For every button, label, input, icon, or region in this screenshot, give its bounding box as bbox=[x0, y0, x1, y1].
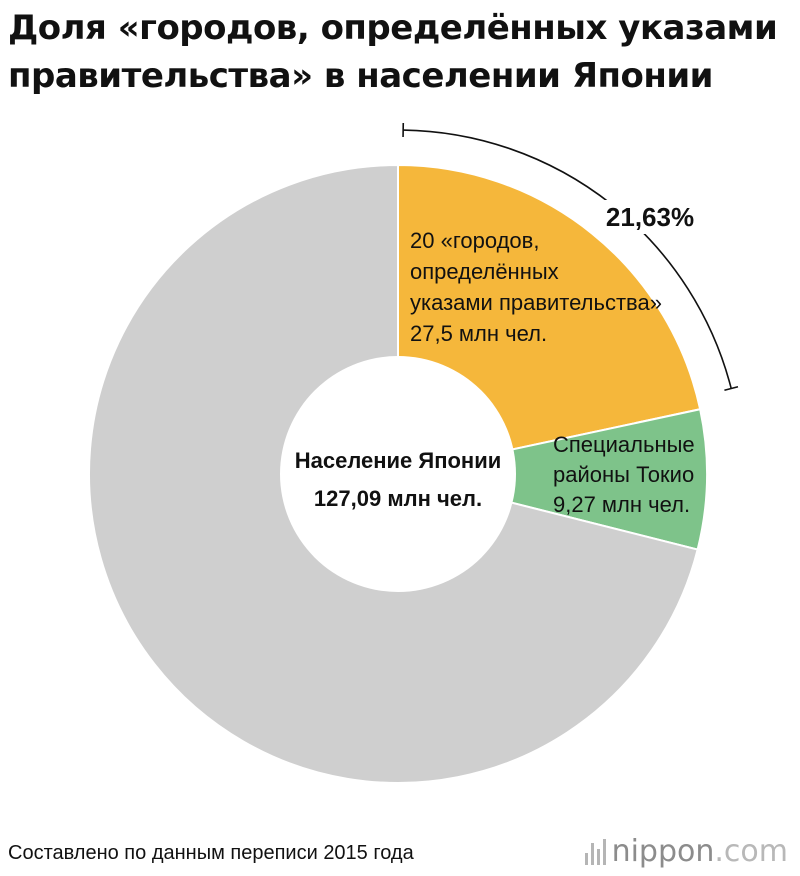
slice-label-0-line-3: 27,5 млн чел. bbox=[410, 321, 547, 346]
donut-hole bbox=[280, 356, 516, 592]
logo-text: nippon bbox=[611, 834, 715, 869]
slice-label-1-line-0: Специальные bbox=[553, 432, 695, 457]
chart-title: Доля «городов, определённых указами прав… bbox=[8, 4, 788, 100]
annotation-label-bg bbox=[596, 200, 704, 234]
center-label-value: 127,09 млн чел. bbox=[314, 486, 482, 511]
annotation-tick-1 bbox=[724, 385, 739, 391]
slice-label-1-line-2: 9,27 млн чел. bbox=[553, 492, 690, 517]
source-note: Составлено по данным переписи 2015 года bbox=[8, 842, 414, 864]
slice-label-1-line-1: районы Токио bbox=[553, 462, 694, 487]
donut-slice-1 bbox=[397, 408, 708, 551]
donut-chart: 21,63% 20 «городов, определённых указами п… bbox=[88, 123, 739, 784]
chart-title-line-1: Доля «городов, определённых указами bbox=[8, 8, 778, 48]
slice-label-0-line-2: указами правительства» bbox=[410, 290, 662, 315]
slice-label-0-line-1: определённых bbox=[410, 259, 559, 284]
nippon-logo: nippon.com bbox=[584, 834, 788, 869]
chart-title-line-2: правительства» в населении Японии bbox=[8, 56, 714, 96]
slice-label-0-line-0: 20 «городов, bbox=[410, 228, 539, 253]
logo-mark-icon bbox=[584, 838, 606, 865]
slice-labels: 20 «городов, определённых указами правител… bbox=[410, 228, 695, 517]
logo-suffix: .com bbox=[714, 834, 788, 869]
percentage-annotation: 21,63% bbox=[402, 123, 739, 391]
center-label-title: Население Японии bbox=[295, 448, 502, 473]
annotation-percentage: 21,63% bbox=[606, 202, 694, 232]
